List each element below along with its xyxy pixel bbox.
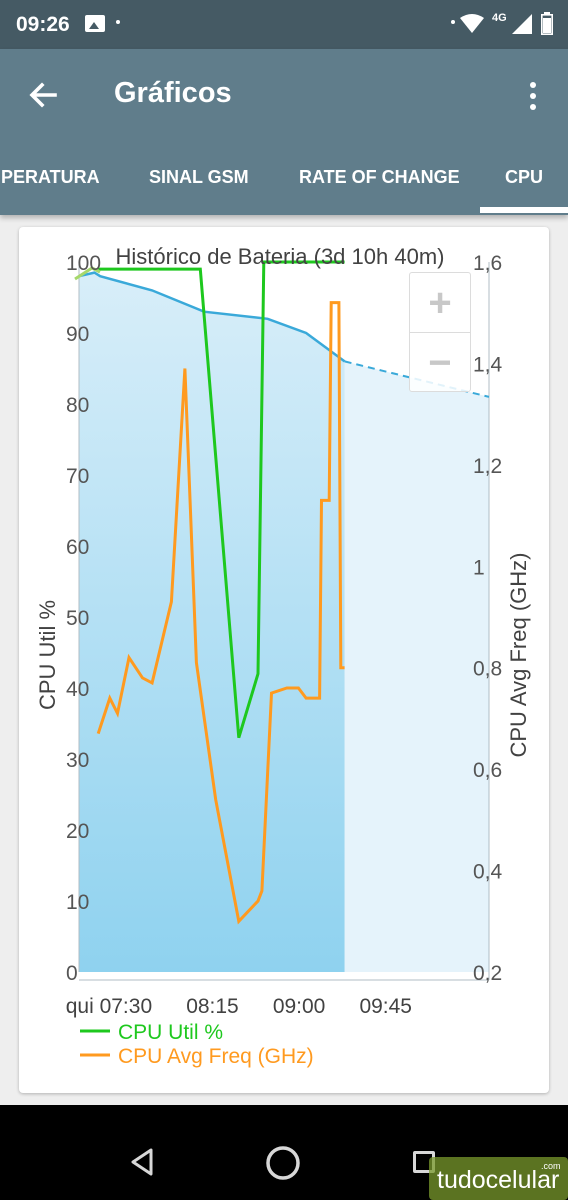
back-arrow-icon[interactable] [22,77,68,113]
y2-tick-label: 1 [473,556,485,579]
tudocelular-watermark: tudocelular .com [429,1157,568,1200]
minus-icon: − [428,341,452,385]
chart-title: Histórico de Bateria (3d 10h 40m) [116,244,445,269]
legend-label-cpu-util: CPU Util % [118,1021,223,1044]
y-tick-label: 70 [66,465,89,488]
y-tick-label: 20 [66,820,89,843]
x-tick-label: 09:00 [273,995,326,1018]
nav-back-icon[interactable] [129,1147,155,1177]
y-tick-label: 80 [66,394,89,417]
x-tick-label: 08:15 [186,995,239,1018]
y-tick-label: 0 [66,962,78,985]
y-axis-title: CPU Util % [35,600,60,710]
tab-temperatura[interactable]: IPERATURA [0,167,100,187]
cpu-history-chart[interactable]: Histórico de Bateria (3d 10h 40m) 0 10 20 30… [0,0,568,1100]
zoom-out-button[interactable]: − [410,333,470,392]
plus-icon: + [428,281,452,325]
network-type-label: 4G [492,12,507,24]
y-tick-label: 30 [66,749,89,772]
battery-line [78,271,346,363]
battery-icon [541,12,553,35]
app-toolbar: Gráficos IPERATURA SINAL GSM RATE OF CHA… [0,49,568,215]
zoom-in-button[interactable]: + [410,273,470,333]
battery-start-marker [74,266,101,281]
wifi-icon [460,14,484,33]
tab-selected-indicator [480,207,568,213]
y2-tick-label: 0,8 [473,658,502,681]
legend-label-cpu-freq: CPU Avg Freq (GHz) [118,1045,314,1068]
zoom-controls: + − [409,272,471,392]
y-tick-label: 100 [66,252,101,275]
y2-tick-label: 0,4 [473,861,503,884]
y2-tick-label: 0,2 [473,962,502,985]
y-tick-label: 50 [66,607,89,630]
overflow-menu-icon[interactable] [524,79,542,111]
status-bar: 09:26 4G [0,0,568,49]
y2-axis-title: CPU Avg Freq (GHz) [506,553,531,758]
y-tick-label: 60 [66,536,89,559]
y-tick-label: 40 [66,678,89,701]
status-time: 09:26 [16,13,70,36]
page-title: Gráficos [114,77,232,109]
image-notification-icon [85,15,105,32]
battery-projection-area [344,361,489,972]
y-tick-label: 90 [66,323,89,346]
x-tick-label: qui 07:30 [66,995,152,1018]
notification-dot-icon [451,20,455,24]
tab-sinal-gsm[interactable]: SINAL GSM [149,167,249,187]
y-tick-label: 10 [66,891,89,914]
tab-bar: IPERATURA SINAL GSM RATE OF CHANGE CPU [0,161,568,215]
notification-dot-icon [116,20,120,24]
tab-cpu[interactable]: CPU [505,167,544,187]
watermark-text: tudocelular [437,1166,559,1194]
cpu-util-line[interactable] [98,260,345,739]
watermark-suffix: .com [541,1161,561,1171]
nav-home-icon[interactable] [265,1145,301,1181]
battery-area [79,272,345,973]
x-tick-label: 09:45 [359,995,412,1018]
tab-rate-of-change[interactable]: RATE OF CHANGE [299,167,460,187]
y2-tick-label: 1,6 [473,252,502,275]
cell-signal-icon [512,14,532,34]
y2-tick-label: 0,6 [473,759,502,782]
cpu-freq-line[interactable] [96,301,345,925]
y2-tick-label: 1,4 [473,353,503,376]
y2-tick-label: 1,2 [473,455,502,478]
